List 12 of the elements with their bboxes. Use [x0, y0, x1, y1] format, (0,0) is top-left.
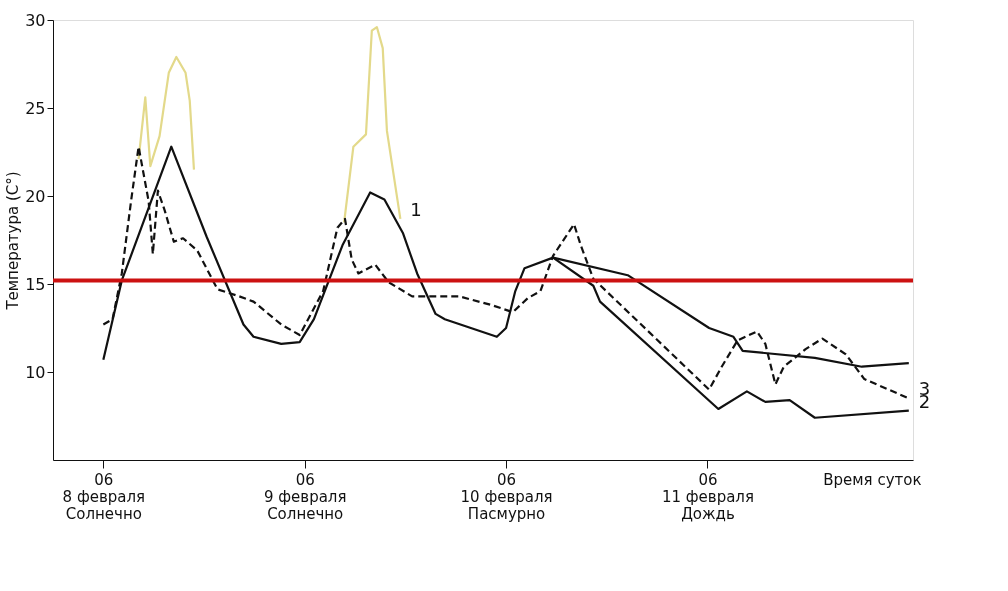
y-tick-label: 30	[25, 10, 46, 30]
series-label: 1	[410, 198, 422, 220]
x-tick-label: 06 9 февраля Солнечно	[263, 470, 347, 523]
x-axis-title: Время суток	[823, 470, 922, 489]
x-tick-label: 06 8 февраля Солнечно	[62, 470, 146, 523]
y-tick-label: 25	[25, 98, 46, 118]
y-axis-title: Температура (С°)	[4, 171, 23, 311]
x-tick-label: 06 10 февраля Пасмурно	[460, 470, 553, 523]
y-tick-label: 10	[25, 362, 46, 382]
x-tick-label: 06 11 февраля Дождь	[661, 470, 754, 523]
y-tick-label: 15	[25, 274, 46, 294]
y-tick-label: 20	[25, 186, 46, 206]
